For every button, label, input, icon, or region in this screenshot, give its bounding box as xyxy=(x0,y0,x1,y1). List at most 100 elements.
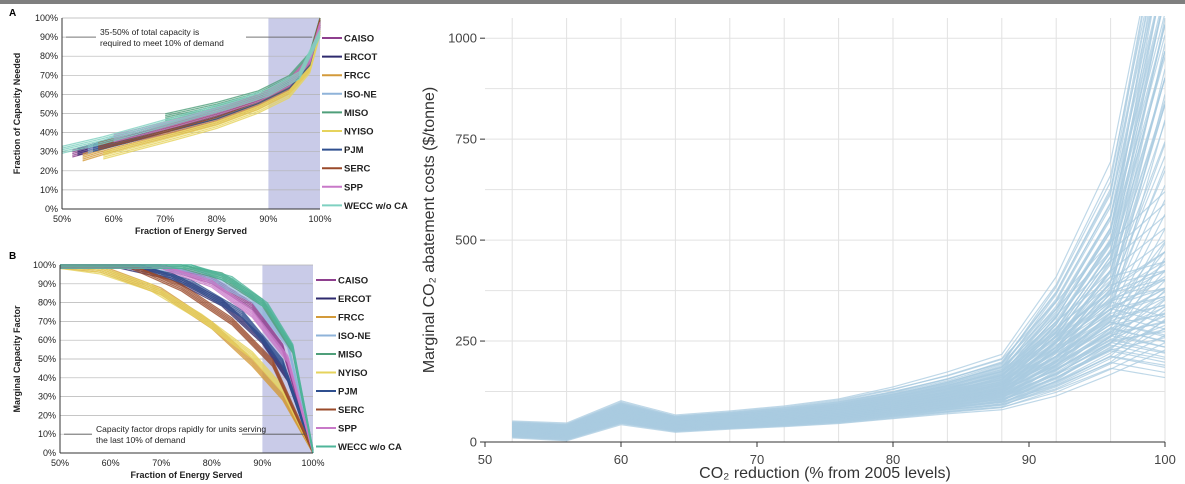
x-tick-a-0: 50% xyxy=(53,214,71,224)
cost-line-115 xyxy=(512,260,1165,430)
x-tick-b-2: 70% xyxy=(152,458,170,468)
y-axis-label-b: Marginal Capacity Factor xyxy=(12,305,22,413)
y-tick-a-1: 10% xyxy=(40,185,58,195)
y-tick-b-3: 30% xyxy=(38,392,56,402)
x-tick-b-0: 50% xyxy=(51,458,69,468)
series-line-a-9-0 xyxy=(61,36,321,154)
x-tick-a-4: 90% xyxy=(259,214,277,224)
x-tick-a-5: 100% xyxy=(308,214,331,224)
y-tick-b-0: 0% xyxy=(43,448,56,458)
y-tick-a-8: 80% xyxy=(40,51,58,61)
series-line-a-5-2 xyxy=(103,31,321,157)
chart-c: 0 250 500 750 1000 50 60 70 80 90 100 CO₂ reducti… xyxy=(421,16,1176,482)
y-tick-b-6: 60% xyxy=(38,335,56,345)
legend-label-a-0: CAISO xyxy=(344,34,374,45)
y-tick-b-5: 50% xyxy=(38,354,56,364)
cost-line-116 xyxy=(512,251,1165,429)
annotation-a-line2: required to meet 10% of demand xyxy=(100,38,224,48)
x-tick-a-1: 60% xyxy=(105,214,123,224)
x-axis-label-a: Fraction of Energy Served xyxy=(135,226,247,236)
chart-b: B 0% 10% 20% 30% 40% 50% 60% 70% 80% 90% 100% 50% 6… xyxy=(9,251,402,480)
cost-line-118 xyxy=(512,361,1165,440)
legend-label-b-6: PJM xyxy=(338,387,358,398)
annotation-a-line1: 35-50% of total capacity is xyxy=(100,27,199,37)
y-tick-a-4: 40% xyxy=(40,128,58,138)
cost-line-125 xyxy=(512,321,1165,431)
legend-label-a-3: ISO-NE xyxy=(344,89,377,100)
cost-line-35 xyxy=(512,16,1141,424)
x-tick-a-3: 80% xyxy=(208,214,226,224)
series-line-b-5-1 xyxy=(59,266,314,454)
legend-label-b-0: CAISO xyxy=(338,276,368,287)
y-tick-b-9: 90% xyxy=(38,279,56,289)
x-tick-c-4: 90 xyxy=(1022,452,1036,467)
cost-line-114 xyxy=(512,269,1165,431)
y-tick-c-3: 750 xyxy=(455,132,477,147)
x-tick-b-3: 80% xyxy=(203,458,221,468)
cost-line-117 xyxy=(512,367,1165,441)
x-axis-label-c: CO₂ reduction (% from 2005 levels) xyxy=(699,465,951,482)
series-line-a-9-3 xyxy=(61,31,321,149)
cost-line-120 xyxy=(512,350,1165,437)
series-line-a-8-0 xyxy=(113,28,321,143)
series-line-a-5-4 xyxy=(103,27,321,153)
cost-line-121 xyxy=(512,344,1165,436)
legend-label-b-4: MISO xyxy=(338,350,362,361)
x-tick-b-4: 90% xyxy=(253,458,271,468)
cost-line-54 xyxy=(512,349,1165,442)
cost-line-124 xyxy=(512,326,1165,433)
legend-label-a-5: NYISO xyxy=(344,127,374,138)
x-tick-c-1: 60 xyxy=(614,452,628,467)
top-border xyxy=(0,0,1185,4)
legend-label-b-5: NYISO xyxy=(338,368,368,379)
cost-line-34 xyxy=(512,16,1145,425)
x-tick-c-5: 100 xyxy=(1154,452,1176,467)
series-line-a-5-1 xyxy=(103,32,321,158)
legend-label-b-7: SERC xyxy=(338,405,365,416)
y-tick-c-4: 1000 xyxy=(448,31,477,46)
legend-label-b-8: SPP xyxy=(338,424,358,435)
x-tick-b-1: 60% xyxy=(102,458,120,468)
y-tick-b-4: 40% xyxy=(38,373,56,383)
legend-label-a-4: MISO xyxy=(344,108,368,119)
cost-line-106 xyxy=(512,16,1165,429)
y-tick-a-6: 60% xyxy=(40,89,58,99)
x-tick-c-2: 70 xyxy=(750,452,764,467)
series-line-b-9-4 xyxy=(60,264,314,450)
series-line-a-5-0 xyxy=(103,34,321,160)
annotation-bg-b xyxy=(92,422,242,447)
series-line-a-5-3 xyxy=(103,29,321,155)
cost-line-98 xyxy=(512,16,1143,426)
y-axis-label-a: Fraction of Capacity Needed xyxy=(12,53,22,175)
series-line-a-9-2 xyxy=(61,32,321,151)
y-tick-a-3: 30% xyxy=(40,147,58,157)
cost-line-119 xyxy=(512,356,1165,439)
annotation-b-line2: the last 10% of demand xyxy=(96,435,186,445)
annotation-b-line1: Capacity factor drops rapidly for units … xyxy=(96,424,266,434)
y-tick-a-2: 20% xyxy=(40,166,58,176)
x-tick-c-3: 80 xyxy=(886,452,900,467)
legend-label-a-6: PJM xyxy=(344,145,364,156)
y-tick-c-0: 0 xyxy=(470,435,477,450)
x-axis-label-b: Fraction of Energy Served xyxy=(130,470,242,480)
y-tick-a-7: 70% xyxy=(40,70,58,80)
x-tick-c-0: 50 xyxy=(478,452,492,467)
annotation-bg-a xyxy=(96,25,246,50)
y-tick-c-2: 500 xyxy=(455,233,477,248)
legend-label-b-1: ERCOT xyxy=(338,294,371,305)
x-tick-a-2: 70% xyxy=(156,214,174,224)
panel-letter-b: B xyxy=(9,251,16,262)
legend-label-a-7: SERC xyxy=(344,164,371,175)
series-line-b-5-0 xyxy=(59,267,314,454)
legend-label-a-8: SPP xyxy=(344,182,364,193)
y-tick-c-1: 250 xyxy=(455,334,477,349)
y-tick-b-8: 80% xyxy=(38,298,56,308)
x-tick-b-5: 100% xyxy=(301,458,324,468)
y-tick-b-10: 100% xyxy=(33,260,56,270)
cost-line-107 xyxy=(512,16,1160,427)
y-tick-a-0: 0% xyxy=(45,204,58,214)
panel-letter-a: A xyxy=(9,8,16,19)
y-tick-b-7: 70% xyxy=(38,316,56,326)
y-tick-b-2: 20% xyxy=(38,410,56,420)
legend-label-a-1: ERCOT xyxy=(344,52,377,63)
